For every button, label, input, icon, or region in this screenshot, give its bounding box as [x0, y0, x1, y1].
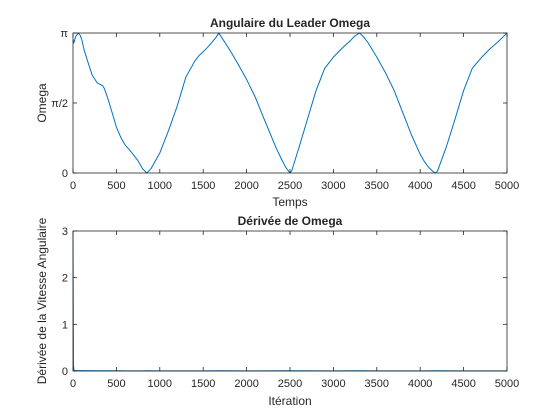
derivative-plot: Dérivée de Omega 0 500 1000 1500 2000 2500 300…: [35, 214, 519, 408]
derivative-y-ticks: 0 1 2 3: [62, 226, 507, 378]
omega-x-tick-label: 500: [107, 180, 125, 192]
omega-x-tick-label: 1000: [148, 180, 172, 192]
derivative-plot-title: Dérivée de Omega: [238, 214, 343, 228]
derivative-x-tick-label: 4000: [408, 378, 432, 390]
derivative-x-tick-label: 4500: [451, 378, 475, 390]
omega-plot: Angulaire du Leader Omega 0 500 1000 1500 20…: [35, 16, 519, 209]
derivative-y-label: Dérivée de la Vitesse Angulaire: [35, 217, 49, 384]
omega-x-tick-label: 5000: [495, 180, 519, 192]
derivative-y-tick-label: 1: [62, 319, 68, 331]
omega-x-tick-label: 2500: [278, 180, 302, 192]
omega-y-tick-label: 0: [62, 168, 68, 180]
derivative-x-ticks: 0 500 1000 1500 2000 2500 3000 3500 4000 4500 5000: [70, 231, 519, 390]
omega-x-tick-label: 1500: [191, 180, 215, 192]
omega-x-label: Temps: [272, 195, 307, 209]
omega-x-tick-label: 3500: [365, 180, 389, 192]
derivative-x-tick-label: 1500: [191, 378, 215, 390]
omega-x-tick-label: 3000: [321, 180, 345, 192]
derivative-x-tick-label: 2000: [234, 378, 258, 390]
derivative-x-tick-label: 1000: [148, 378, 172, 390]
omega-series-line-0: [72, 32, 508, 174]
omega-x-ticks: 0 500 1000 1500 2000 2500 3000 3500 4000 4500 5000: [70, 33, 519, 192]
omega-y-ticks: 0 π/2 π: [51, 28, 507, 180]
omega-y-tick-label: π/2: [51, 98, 68, 110]
derivative-x-tick-label: 2500: [278, 378, 302, 390]
omega-series: [72, 32, 508, 174]
omega-x-tick-label: 2000: [234, 180, 258, 192]
derivative-x-tick-label: 3000: [321, 378, 345, 390]
derivative-x-label: Itération: [268, 394, 311, 408]
derivative-x-tick-label: 3500: [365, 378, 389, 390]
derivative-x-tick-label: 0: [70, 378, 76, 390]
omega-x-tick-label: 4000: [408, 180, 432, 192]
omega-x-tick-label: 0: [70, 180, 76, 192]
derivative-x-tick-label: 500: [107, 378, 125, 390]
omega-y-tick-label: π: [60, 28, 68, 40]
omega-x-tick-label: 4500: [451, 180, 475, 192]
omega-plot-title: Angulaire du Leader Omega: [210, 16, 370, 30]
derivative-y-tick-label: 2: [62, 273, 68, 285]
omega-y-label: Omega: [35, 83, 49, 123]
derivative-y-tick-label: 0: [62, 366, 68, 378]
derivative-y-tick-label: 3: [62, 226, 68, 238]
derivative-x-tick-label: 5000: [495, 378, 519, 390]
